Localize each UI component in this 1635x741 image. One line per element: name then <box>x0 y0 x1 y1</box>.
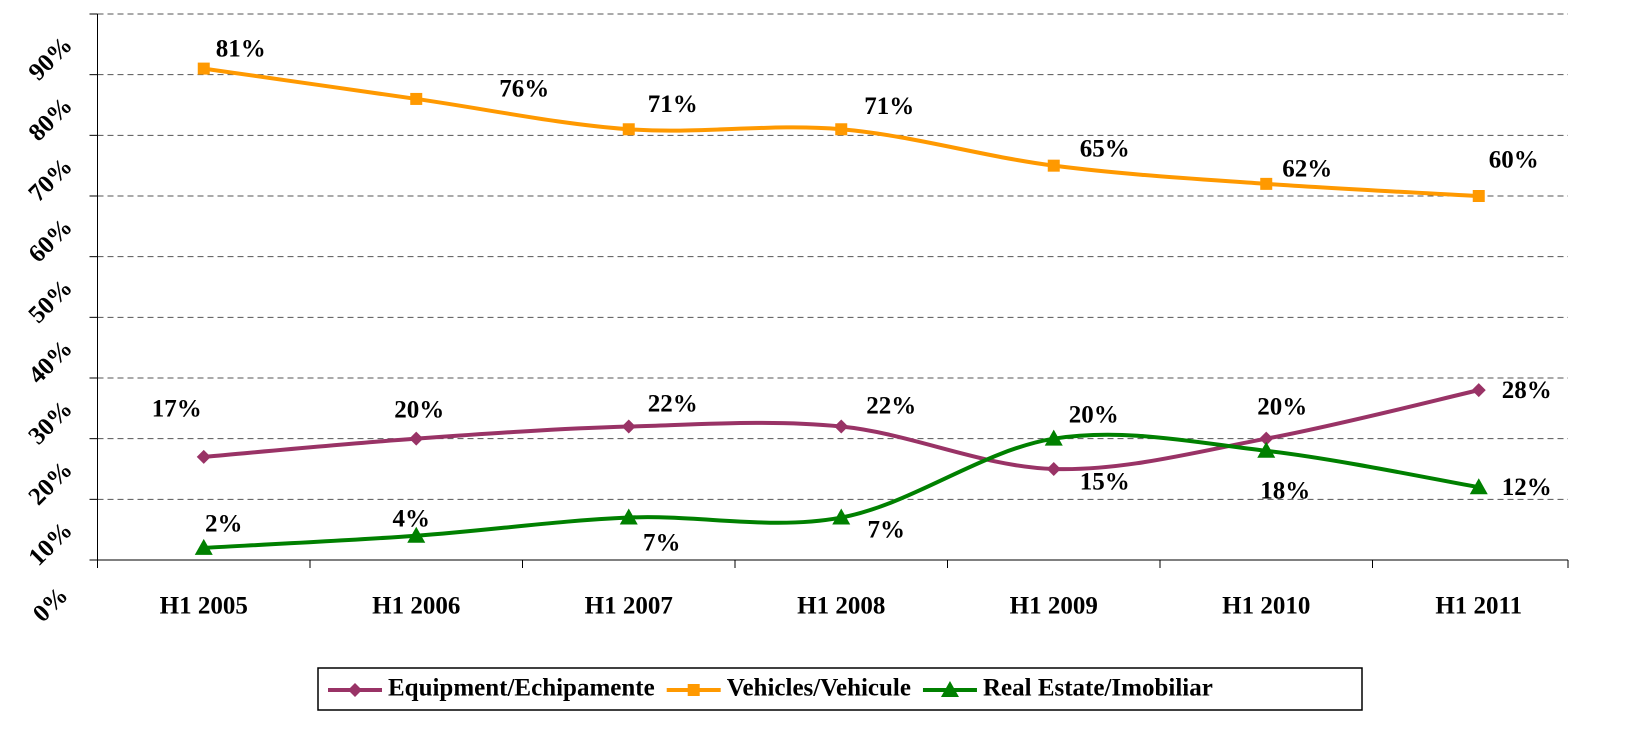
legend-box <box>317 667 1363 711</box>
marker <box>621 419 636 434</box>
data-label: 7% <box>868 516 906 543</box>
data-label: 20% <box>394 396 444 423</box>
legend-label: Equipment/Echipamente <box>388 675 655 702</box>
data-label: 76% <box>499 76 549 103</box>
legend-label: Vehicles/Vehicule <box>727 675 911 702</box>
data-label: 22% <box>866 392 916 419</box>
y-tick-label: 40% <box>24 335 78 389</box>
data-label: 81% <box>216 35 266 62</box>
data-label: 4% <box>393 505 431 532</box>
data-label: 17% <box>152 396 202 423</box>
marker <box>1471 383 1486 398</box>
y-tick-label: 90% <box>24 32 78 86</box>
data-label: 71% <box>648 91 698 118</box>
y-tick-label: 10% <box>24 517 78 571</box>
data-label: 18% <box>1260 478 1310 505</box>
y-tick-label: 70% <box>24 153 78 207</box>
legend-label: Real Estate/Imobiliar <box>983 675 1213 702</box>
y-tick-label: 30% <box>24 396 78 450</box>
data-label: 20% <box>1069 401 1119 428</box>
marker <box>1260 177 1273 190</box>
x-tick-label: H1 2009 <box>1010 593 1098 620</box>
data-label: 60% <box>1489 147 1539 174</box>
y-tick-label: 50% <box>24 274 78 328</box>
data-label: 12% <box>1502 474 1552 501</box>
marker <box>834 419 849 434</box>
marker <box>1472 190 1485 202</box>
y-tick-label: 60% <box>24 214 78 268</box>
marker <box>196 449 211 464</box>
marker <box>1469 478 1488 495</box>
x-tick-label: H1 2010 <box>1222 593 1310 620</box>
marker <box>409 431 424 446</box>
marker <box>1046 462 1061 476</box>
marker <box>348 683 362 697</box>
data-label: 20% <box>1257 393 1307 420</box>
data-label: 62% <box>1282 156 1332 183</box>
data-label: 7% <box>643 529 681 556</box>
x-tick-label: H1 2011 <box>1435 593 1522 620</box>
y-tick-label: 80% <box>24 92 78 146</box>
data-label: 28% <box>1502 377 1552 404</box>
data-label: 71% <box>864 93 914 120</box>
marker <box>622 123 635 136</box>
x-tick-label: H1 2007 <box>585 593 673 620</box>
marker <box>194 538 213 555</box>
marker <box>619 508 638 525</box>
marker <box>407 526 426 543</box>
y-tick-label: 0% <box>28 582 74 628</box>
data-label: 65% <box>1080 135 1130 162</box>
marker <box>1047 159 1060 172</box>
x-tick-label: H1 2008 <box>797 593 885 620</box>
marker <box>940 681 959 697</box>
data-label: 22% <box>648 390 698 417</box>
marker <box>1259 431 1274 446</box>
marker <box>410 92 423 105</box>
marker <box>687 684 700 696</box>
marker <box>835 123 848 136</box>
data-label: 2% <box>205 511 243 538</box>
y-tick-label: 20% <box>24 456 78 510</box>
x-tick-label: H1 2006 <box>372 593 460 620</box>
marker <box>197 62 210 75</box>
x-tick-label: H1 2005 <box>160 593 248 620</box>
data-label: 15% <box>1080 469 1130 496</box>
marker <box>1257 441 1276 458</box>
marker <box>832 508 851 525</box>
marker <box>1044 429 1063 446</box>
